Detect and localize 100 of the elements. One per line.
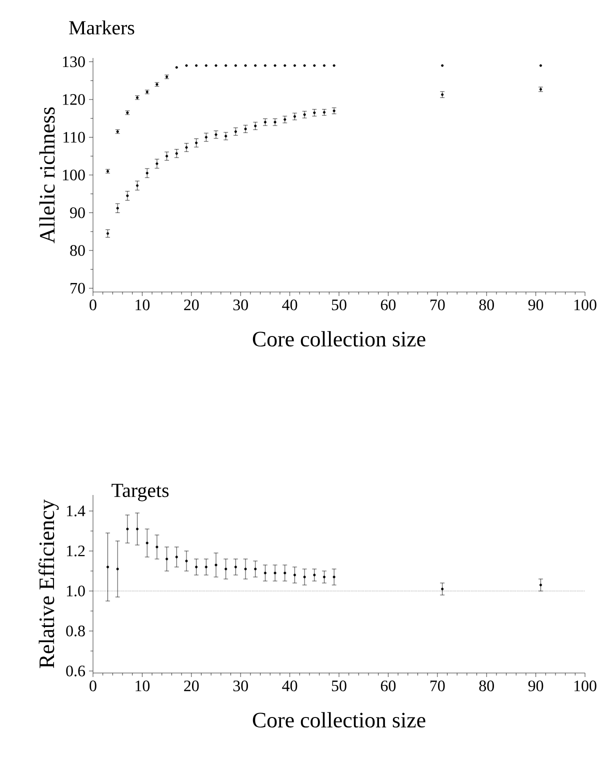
x-tick-label: 20 <box>184 680 199 692</box>
point <box>136 184 139 187</box>
point <box>234 130 237 133</box>
x-tick-label: 90 <box>528 300 544 310</box>
point <box>136 528 139 530</box>
y-tick-label: 120 <box>62 94 85 105</box>
point <box>303 64 306 67</box>
y-tick-label: 1.2 <box>66 546 85 556</box>
y-tick-label: 80 <box>70 245 85 256</box>
point <box>204 136 208 139</box>
point <box>244 64 247 67</box>
point <box>293 115 296 118</box>
point <box>195 142 198 144</box>
point <box>195 566 198 568</box>
x-tick-label: 70 <box>430 680 445 692</box>
y-axis-title: Allelic richness <box>39 107 55 244</box>
x-tick-label: 50 <box>332 300 346 310</box>
y-tick-label: 90 <box>70 207 85 218</box>
x-tick-label: 30 <box>233 300 248 310</box>
point <box>274 572 276 574</box>
y-axis-title: Relative Efficiency <box>38 499 59 668</box>
point <box>441 588 444 590</box>
x-tick-label: 40 <box>282 680 298 692</box>
point <box>539 64 542 67</box>
point <box>224 568 228 570</box>
point <box>214 564 218 566</box>
point <box>322 64 326 67</box>
point <box>244 568 247 570</box>
point <box>204 64 208 67</box>
x-tick-label: 60 <box>380 300 396 310</box>
y-tick-label: 0.6 <box>66 666 86 676</box>
x-tick-label: 80 <box>479 300 494 310</box>
point <box>313 574 316 576</box>
point <box>313 64 316 67</box>
point <box>332 576 336 578</box>
x-tick-label: 50 <box>332 680 346 692</box>
point <box>284 64 286 67</box>
point <box>204 566 208 568</box>
point <box>441 64 444 67</box>
point <box>224 64 228 67</box>
point <box>264 64 267 67</box>
y-tick-label: 0.8 <box>66 626 85 636</box>
point <box>126 528 129 530</box>
point <box>322 576 326 578</box>
x-axis-title: Core collection size <box>252 712 426 728</box>
point <box>175 66 178 69</box>
x-tick-label: 20 <box>184 300 199 310</box>
point <box>293 64 296 67</box>
x-tick-label: 10 <box>136 680 150 692</box>
y-tick-label: 1.0 <box>66 586 85 596</box>
x-tick-label: 100 <box>574 300 596 310</box>
point <box>156 162 158 165</box>
point <box>234 64 237 67</box>
point <box>293 574 296 576</box>
point <box>166 154 168 158</box>
point <box>214 133 218 136</box>
point <box>116 206 119 210</box>
point <box>332 64 336 67</box>
point <box>175 152 178 155</box>
chart-title: Targets <box>112 484 169 502</box>
point <box>274 64 276 67</box>
point <box>166 558 168 560</box>
x-tick-label: 40 <box>282 300 298 310</box>
chart-title: Markers <box>69 20 134 34</box>
point <box>224 134 228 138</box>
x-tick-label: 10 <box>136 300 150 310</box>
point <box>106 232 110 235</box>
point <box>116 568 119 570</box>
point <box>185 146 188 149</box>
x-tick-label: 80 <box>479 680 494 692</box>
y-tick-label: 110 <box>64 132 85 143</box>
x-tick-label: 0 <box>90 300 96 310</box>
point <box>284 572 286 574</box>
x-axis-title: Core collection size <box>252 331 426 347</box>
point <box>195 64 198 67</box>
x-tick-label: 60 <box>380 680 396 692</box>
x-tick-label: 0 <box>90 680 96 692</box>
point <box>284 118 286 121</box>
point <box>214 64 218 67</box>
point <box>303 576 306 578</box>
y-tick-label: 70 <box>70 282 85 294</box>
x-tick-label: 30 <box>233 680 248 692</box>
point <box>146 172 148 174</box>
point <box>156 546 158 548</box>
x-tick-label: 100 <box>574 680 596 692</box>
point <box>106 566 110 568</box>
y-tick-label: 1.4 <box>66 506 86 516</box>
point <box>254 64 257 67</box>
y-tick-label: 130 <box>62 56 85 68</box>
point <box>254 568 257 570</box>
point <box>185 64 188 67</box>
point <box>185 560 188 562</box>
point <box>146 542 148 544</box>
point <box>126 194 129 198</box>
point <box>539 584 542 586</box>
point <box>234 566 237 568</box>
x-tick-label: 90 <box>528 680 544 692</box>
point <box>244 128 247 130</box>
point <box>175 556 178 558</box>
y-tick-label: 100 <box>62 170 85 180</box>
